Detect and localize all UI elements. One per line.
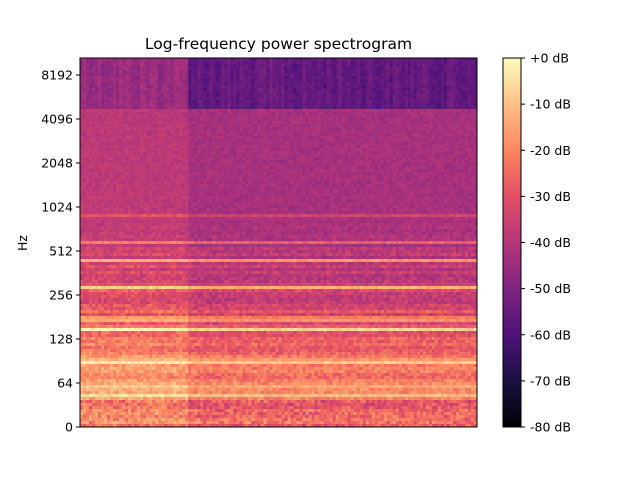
y-tick-label: 8192	[41, 68, 73, 83]
y-axis: 0 64 128 256 512 1024 2048 4096 8192	[41, 68, 80, 435]
y-tick-label: 64	[57, 376, 73, 391]
spectrogram-heatmap	[80, 58, 477, 427]
colorbar-tick-label: -50 dB	[530, 281, 571, 296]
y-tick-label: 2048	[41, 156, 73, 171]
chart-title: Log-frequency power spectrogram	[145, 35, 412, 53]
colorbar	[502, 57, 522, 428]
colorbar-tick-label: +0 dB	[530, 51, 569, 66]
y-tick-label: 256	[49, 288, 73, 303]
colorbar-tick-label: -80 dB	[530, 420, 571, 435]
y-tick-label: 512	[49, 244, 73, 259]
colorbar-tick-label: -20 dB	[530, 143, 571, 158]
y-tick-label: 4096	[41, 112, 73, 127]
colorbar-tick-label: -60 dB	[530, 327, 571, 342]
colorbar-tick-label: -10 dB	[530, 97, 571, 112]
colorbar-axis: +0 dB -10 dB -20 dB -30 dB -40 dB -50 dB -60 d…	[521, 51, 571, 435]
colorbar-tick-label: -30 dB	[530, 189, 571, 204]
y-tick-label: 1024	[41, 200, 73, 215]
plot-frame	[79, 57, 478, 428]
y-axis-label: Hz	[15, 235, 30, 251]
y-tick-label: 0	[65, 420, 73, 435]
colorbar-tick-label: -70 dB	[530, 373, 571, 388]
y-tick-label: 128	[49, 332, 73, 347]
colorbar-tick-label: -40 dB	[530, 235, 571, 250]
